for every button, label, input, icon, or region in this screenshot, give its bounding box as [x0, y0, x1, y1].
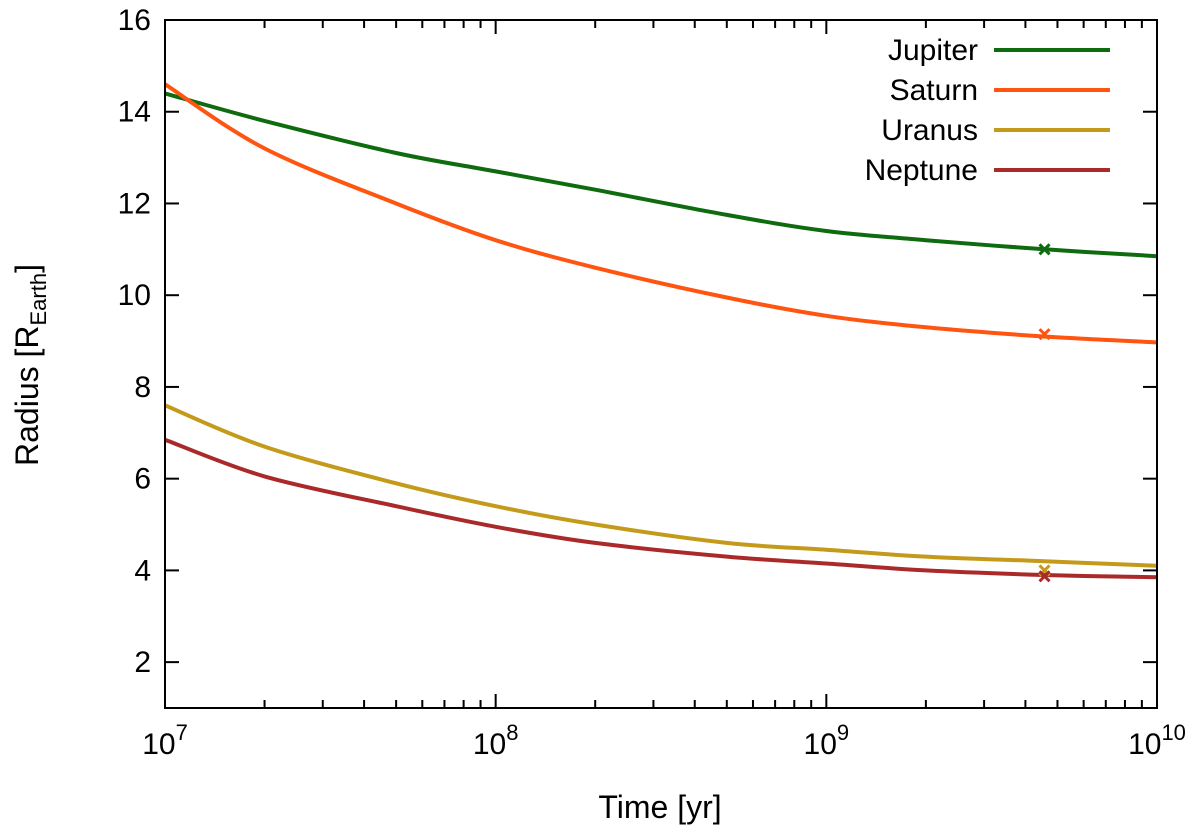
- y-axis-label-main: Radius [R: [9, 325, 45, 466]
- present-day-marker-saturn: [1038, 328, 1051, 341]
- x-tick-label: 1010: [1128, 720, 1186, 761]
- y-tick-label: 4: [134, 554, 151, 587]
- series-layer: [163, 82, 1158, 580]
- series-line-saturn: [163, 82, 1158, 345]
- y-tick-label: 14: [118, 96, 151, 129]
- y-axis-label-end: ]: [9, 264, 45, 273]
- legend-item-neptune: Neptune: [865, 154, 1110, 187]
- legend-label-uranus: Uranus: [881, 114, 978, 147]
- legend-label-jupiter: Jupiter: [888, 34, 978, 67]
- series-line-jupiter: [164, 91, 1158, 259]
- present-day-marker-neptune: [1038, 570, 1051, 583]
- series-line-uranus: [164, 403, 1158, 568]
- x-axis-label: Time [yr]: [598, 789, 721, 825]
- y-tick-label: 6: [134, 463, 151, 496]
- y-tick-label: 2: [134, 646, 151, 679]
- y-tick-label: 12: [118, 187, 151, 220]
- x-tick-label: 109: [804, 720, 850, 761]
- marker-layer: [1038, 243, 1051, 583]
- legend-item-saturn: Saturn: [890, 74, 1110, 107]
- axis-ticks: [165, 20, 1157, 708]
- tick-labels: 2 4 6 8 10 12 14 16 107 108 109 1010: [118, 4, 1186, 761]
- x-tick-label: 108: [473, 720, 519, 761]
- y-axis-label-sub: Earth: [26, 273, 51, 326]
- y-tick-label: 8: [134, 371, 151, 404]
- legend-label-saturn: Saturn: [890, 74, 978, 107]
- x-tick-label: 107: [142, 720, 188, 761]
- plot-frame: [164, 19, 1158, 709]
- y-tick-label: 10: [118, 279, 151, 312]
- legend-item-uranus: Uranus: [881, 114, 1110, 147]
- series-line-neptune: [164, 437, 1158, 580]
- legend: Jupiter Saturn Uranus Neptune: [865, 34, 1110, 187]
- legend-label-neptune: Neptune: [865, 154, 978, 187]
- legend-item-jupiter: Jupiter: [888, 34, 1110, 67]
- present-day-marker-jupiter: [1038, 243, 1051, 256]
- y-axis-label: Radius [REarth]: [9, 264, 51, 466]
- y-tick-label: 16: [118, 4, 151, 37]
